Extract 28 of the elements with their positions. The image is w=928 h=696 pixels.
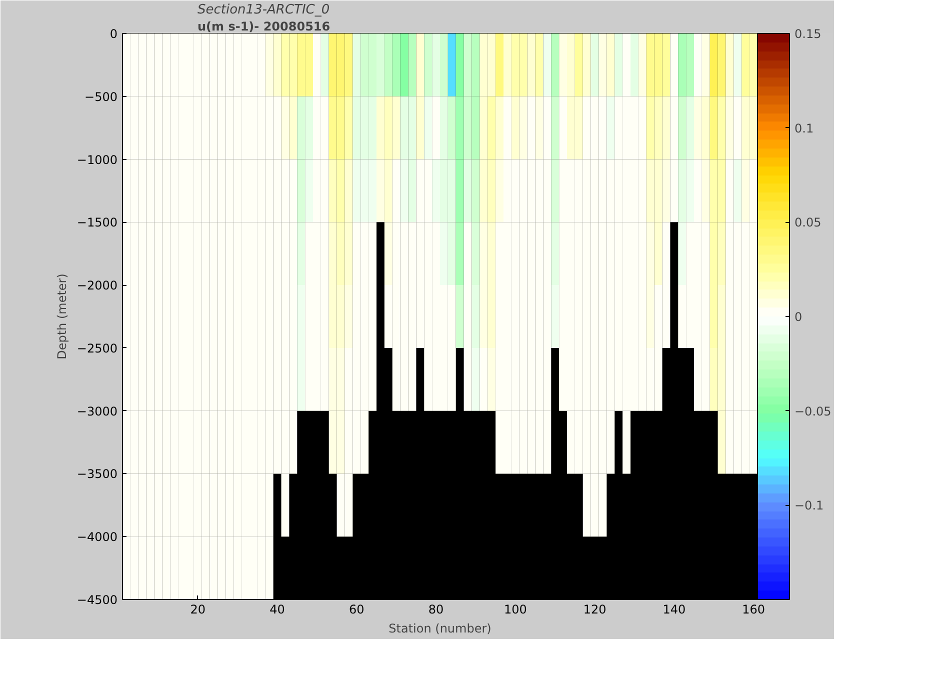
x-tick-label: 40 [270, 602, 285, 616]
y-axis-title: Depth (meter) [54, 274, 69, 360]
color-bar-label: −0.1 [794, 498, 824, 513]
y-tick-label: −1000 [76, 152, 118, 167]
color-bar-label: 0.15 [794, 27, 822, 41]
chart-subtitle: u(m s-1)- 20080516 [198, 20, 330, 34]
y-tick-label: −2500 [76, 341, 118, 356]
y-tick-label: −4500 [76, 593, 118, 607]
x-tick-label: 20 [190, 602, 206, 616]
x-tick-label: 140 [662, 602, 686, 616]
y-tick-label: −3000 [76, 404, 118, 418]
x-tick-label: 100 [504, 602, 527, 616]
y-tick-label: 0 [110, 27, 118, 41]
y-tick-label: −2000 [76, 278, 118, 293]
y-tick-label: −3500 [76, 467, 118, 482]
x-tick-label: 160 [742, 602, 765, 616]
x-tick-label: 60 [349, 602, 364, 616]
y-tick-label: −4000 [76, 530, 118, 544]
chart-title: Section13-ARCTIC_0 [198, 2, 330, 18]
color-bar-label: 0 [794, 310, 802, 324]
y-tick-label: −500 [84, 90, 118, 104]
color-bar-label: −0.05 [794, 404, 832, 418]
x-tick-label: 80 [428, 602, 444, 616]
x-axis-title: Station (number) [388, 622, 492, 636]
y-tick-label: −1500 [76, 216, 118, 230]
color-bar-label: 0.05 [794, 216, 822, 230]
color-bar-label: 0.1 [794, 121, 814, 136]
x-tick-label: 120 [583, 602, 606, 616]
